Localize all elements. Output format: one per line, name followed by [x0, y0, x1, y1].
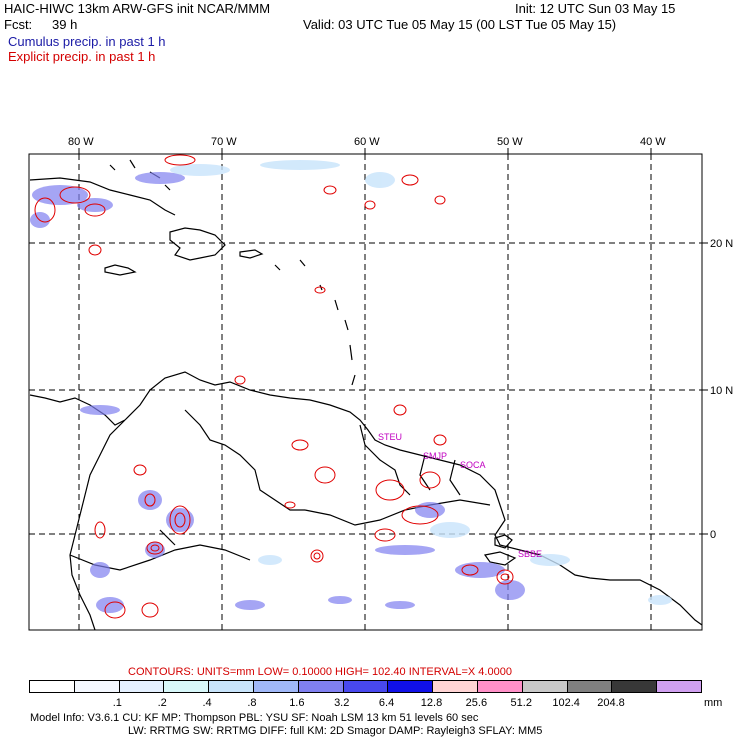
station-label: SMJP [423, 451, 447, 461]
colorbar-swatch [30, 681, 75, 692]
colorbar-tick-label: .8 [247, 697, 257, 709]
colorbar-swatch [388, 681, 434, 692]
colorbar-swatch [209, 681, 254, 692]
map-frame [28, 153, 703, 631]
lon-label: 70 W [211, 136, 237, 148]
lat-label: 10 N [710, 385, 733, 397]
lon-label: 60 W [354, 136, 380, 148]
colorbar-tick-label: 204.8 [597, 697, 625, 709]
lat-label: 20 N [710, 238, 733, 250]
colorbar-swatch [298, 681, 344, 692]
colorbar-units: mm [704, 697, 723, 709]
colorbar-tick-label: 6.4 [378, 697, 395, 709]
colorbar-swatch [433, 681, 478, 692]
colorbar-swatch [477, 681, 523, 692]
cumulus-legend: Cumulus precip. in past 1 h [8, 34, 166, 49]
explicit-legend: Explicit precip. in past 1 h [8, 49, 156, 64]
light-precip [170, 160, 672, 605]
contours-info: CONTOURS: UNITS=mm LOW= 0.10000 HIGH= 10… [128, 666, 512, 678]
lat-lon-grid [29, 154, 702, 630]
colorbar [29, 680, 702, 693]
colorbar-swatch [74, 681, 120, 692]
station-label: SOCA [460, 460, 486, 470]
lon-label: 50 W [497, 136, 523, 148]
forecast-hour: 39 h [52, 17, 78, 32]
colorbar-swatch [253, 681, 299, 692]
colorbar-tick-label: 12.8 [420, 697, 443, 709]
model-info-line1: Model Info: V3.6.1 CU: KF MP: Thompson P… [30, 712, 479, 724]
colorbar-tick-label: .4 [202, 697, 212, 709]
colorbar-tick-label: 102.4 [552, 697, 580, 709]
colorbar-tick-label: 1.6 [289, 697, 305, 709]
colorbar-swatch [567, 681, 613, 692]
colorbar-tick-label: 25.6 [465, 697, 488, 709]
init-time: Init: 12 UTC Sun 03 May 15 [515, 1, 676, 16]
plot-title: HAIC-HIWC 13km ARW-GFS init NCAR/MMM [4, 1, 271, 16]
colorbar-tick-label: .2 [157, 697, 167, 709]
coastlines [29, 159, 703, 631]
explicit-precip [34, 154, 514, 619]
colorbar-swatch [164, 681, 210, 692]
colorbar-tick-label: 3.2 [334, 697, 350, 709]
lat-label: 0 [710, 529, 716, 541]
grid-ticks [78, 148, 708, 535]
station-label: STEU [378, 432, 402, 442]
lon-label: 80 W [68, 136, 94, 148]
station-label: SBBE [518, 549, 542, 559]
colorbar-swatch [119, 681, 165, 692]
forecast-label: Fcst: [4, 17, 33, 32]
model-info-line2: LW: RRTMG SW: RRTMG DIFF: full KM: 2D Sm… [128, 725, 543, 737]
lon-label: 40 W [640, 136, 666, 148]
colorbar-swatch [657, 681, 701, 692]
colorbar-swatch [612, 681, 658, 692]
colorbar-swatch [343, 681, 389, 692]
valid-time: Valid: 03 UTC Tue 05 May 15 (00 LST Tue … [303, 17, 617, 32]
colorbar-swatch [522, 681, 568, 692]
colorbar-tick-label: 51.2 [510, 697, 532, 709]
colorbar-tick-label: .1 [112, 697, 122, 709]
